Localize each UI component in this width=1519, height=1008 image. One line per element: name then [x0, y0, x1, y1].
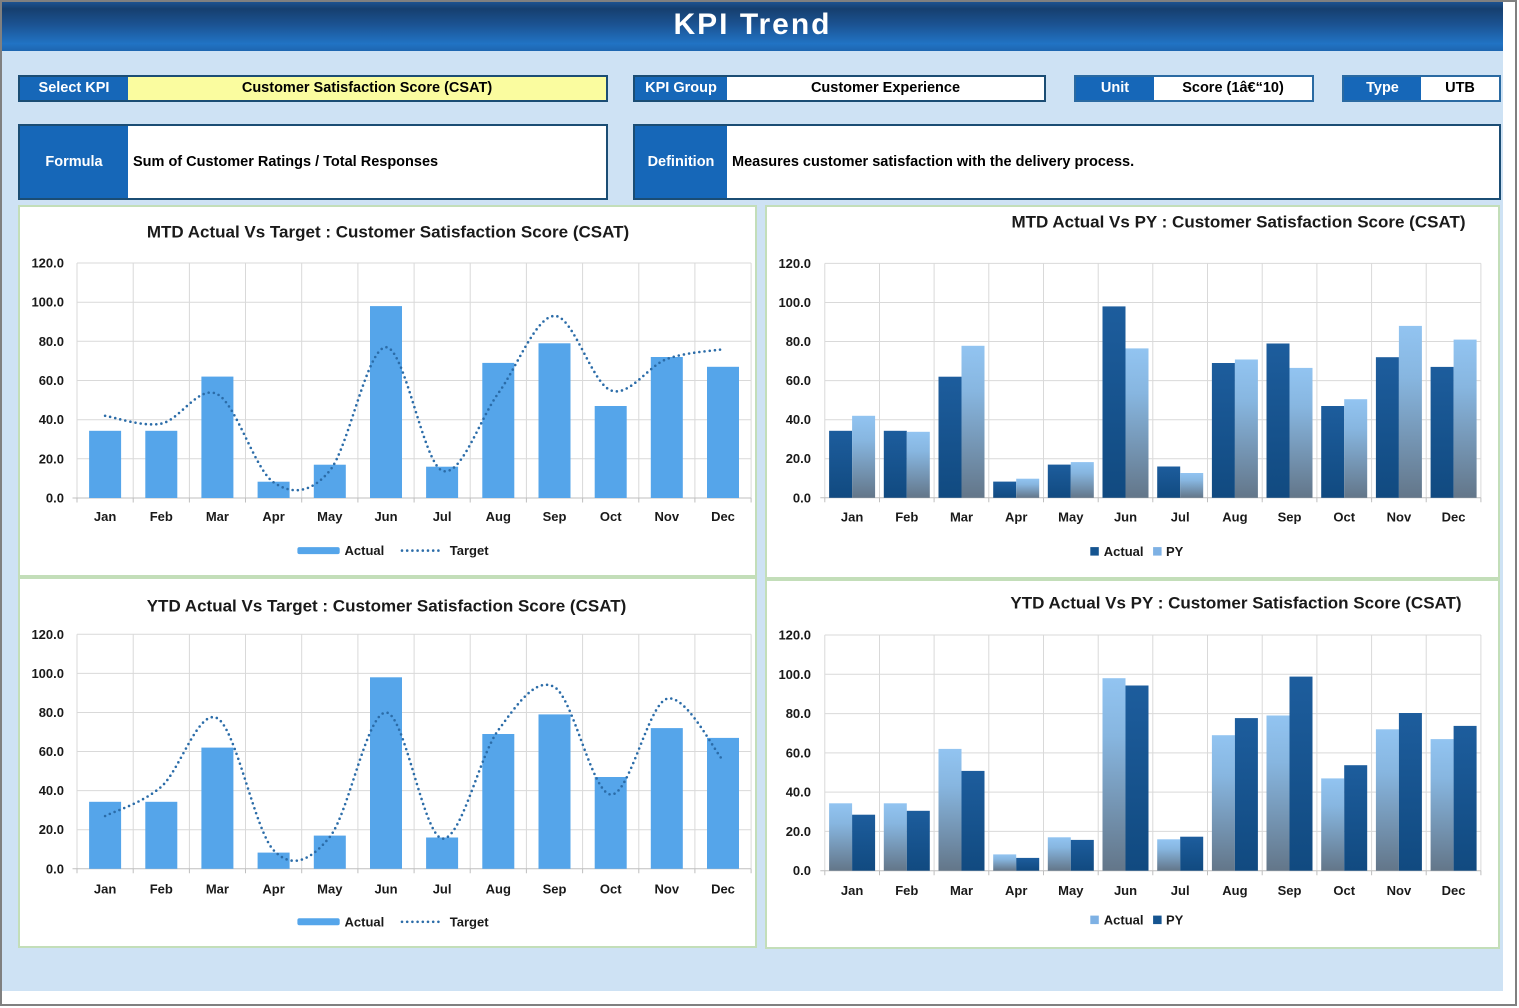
svg-text:Target: Target: [450, 914, 489, 929]
svg-text:Nov: Nov: [655, 882, 680, 897]
svg-text:Feb: Feb: [150, 509, 173, 524]
svg-text:PY: PY: [1166, 912, 1184, 927]
svg-text:Mar: Mar: [950, 510, 973, 525]
svg-text:Jan: Jan: [94, 509, 116, 524]
svg-text:Dec: Dec: [1442, 510, 1466, 525]
svg-text:Actual: Actual: [1104, 912, 1144, 927]
svg-text:Aug: Aug: [1222, 510, 1247, 525]
svg-text:Jun: Jun: [374, 882, 397, 897]
svg-text:60.0: 60.0: [39, 373, 64, 388]
svg-text:Oct: Oct: [600, 882, 622, 897]
svg-text:40.0: 40.0: [39, 412, 64, 427]
svg-text:Oct: Oct: [600, 509, 622, 524]
svg-text:Aug: Aug: [1222, 883, 1247, 898]
svg-text:May: May: [317, 509, 343, 524]
svg-text:100.0: 100.0: [31, 295, 64, 310]
svg-text:Sep: Sep: [543, 509, 567, 524]
svg-text:0.0: 0.0: [793, 490, 811, 505]
svg-text:Actual: Actual: [345, 543, 385, 558]
svg-text:Nov: Nov: [1387, 510, 1412, 525]
svg-text:Jun: Jun: [374, 509, 397, 524]
svg-text:Feb: Feb: [150, 882, 173, 897]
svg-text:80.0: 80.0: [39, 334, 64, 349]
svg-text:Apr: Apr: [1005, 510, 1027, 525]
svg-text:Jan: Jan: [94, 882, 116, 897]
svg-text:20.0: 20.0: [39, 451, 64, 466]
svg-text:Apr: Apr: [262, 509, 284, 524]
svg-text:0.0: 0.0: [46, 861, 64, 876]
svg-text:80.0: 80.0: [39, 705, 64, 720]
svg-text:0.0: 0.0: [46, 491, 64, 506]
svg-text:Dec: Dec: [1442, 883, 1466, 898]
svg-text:120.0: 120.0: [31, 627, 64, 642]
svg-text:Actual: Actual: [1104, 544, 1144, 559]
svg-text:May: May: [317, 882, 343, 897]
svg-text:40.0: 40.0: [786, 412, 811, 427]
svg-text:Sep: Sep: [1278, 883, 1302, 898]
svg-text:Oct: Oct: [1333, 883, 1355, 898]
svg-text:Apr: Apr: [262, 882, 284, 897]
svg-text:Jul: Jul: [1171, 883, 1190, 898]
svg-text:Mar: Mar: [206, 882, 229, 897]
svg-text:80.0: 80.0: [786, 334, 811, 349]
svg-text:60.0: 60.0: [786, 373, 811, 388]
svg-text:20.0: 20.0: [39, 822, 64, 837]
svg-text:120.0: 120.0: [778, 628, 811, 643]
svg-text:YTD Actual Vs PY : Customer Sa: YTD Actual Vs PY : Customer Satisfaction…: [1010, 594, 1461, 613]
svg-text:Oct: Oct: [1333, 510, 1355, 525]
svg-text:Jul: Jul: [1171, 510, 1190, 525]
svg-text:120.0: 120.0: [778, 256, 811, 271]
svg-text:Aug: Aug: [486, 509, 511, 524]
svg-text:120.0: 120.0: [31, 256, 64, 271]
svg-text:MTD Actual Vs Target : Custome: MTD Actual Vs Target : Customer Satisfac…: [147, 223, 629, 242]
svg-text:Dec: Dec: [711, 882, 735, 897]
svg-text:Aug: Aug: [486, 882, 511, 897]
svg-text:100.0: 100.0: [778, 295, 811, 310]
svg-text:Jun: Jun: [1114, 510, 1137, 525]
svg-text:60.0: 60.0: [39, 744, 64, 759]
svg-text:100.0: 100.0: [31, 666, 64, 681]
svg-text:Nov: Nov: [655, 509, 680, 524]
svg-text:20.0: 20.0: [786, 451, 811, 466]
svg-text:May: May: [1058, 510, 1084, 525]
svg-text:Jan: Jan: [841, 883, 863, 898]
svg-text:100.0: 100.0: [778, 667, 811, 682]
svg-text:Jun: Jun: [1114, 883, 1137, 898]
svg-text:Sep: Sep: [543, 882, 567, 897]
svg-text:20.0: 20.0: [786, 824, 811, 839]
svg-text:Sep: Sep: [1278, 510, 1302, 525]
svg-text:Mar: Mar: [950, 883, 973, 898]
svg-text:0.0: 0.0: [793, 863, 811, 878]
svg-text:YTD Actual Vs Target : Custome: YTD Actual Vs Target : Customer Satisfac…: [147, 597, 627, 616]
svg-text:Jul: Jul: [433, 882, 452, 897]
svg-text:Dec: Dec: [711, 509, 735, 524]
svg-text:60.0: 60.0: [786, 745, 811, 760]
svg-text:MTD Actual Vs PY : Customer Sa: MTD Actual Vs PY : Customer Satisfaction…: [1011, 213, 1465, 232]
svg-text:Jul: Jul: [433, 509, 452, 524]
svg-text:40.0: 40.0: [39, 783, 64, 798]
svg-text:Target: Target: [450, 543, 489, 558]
svg-text:Jan: Jan: [841, 510, 863, 525]
svg-text:80.0: 80.0: [786, 706, 811, 721]
svg-text:Feb: Feb: [895, 510, 918, 525]
svg-text:May: May: [1058, 883, 1084, 898]
svg-text:Feb: Feb: [895, 883, 918, 898]
svg-text:Mar: Mar: [206, 509, 229, 524]
svg-text:Apr: Apr: [1005, 883, 1027, 898]
svg-text:Actual: Actual: [345, 914, 385, 929]
svg-text:PY: PY: [1166, 544, 1184, 559]
svg-text:40.0: 40.0: [786, 785, 811, 800]
svg-text:Nov: Nov: [1387, 883, 1412, 898]
